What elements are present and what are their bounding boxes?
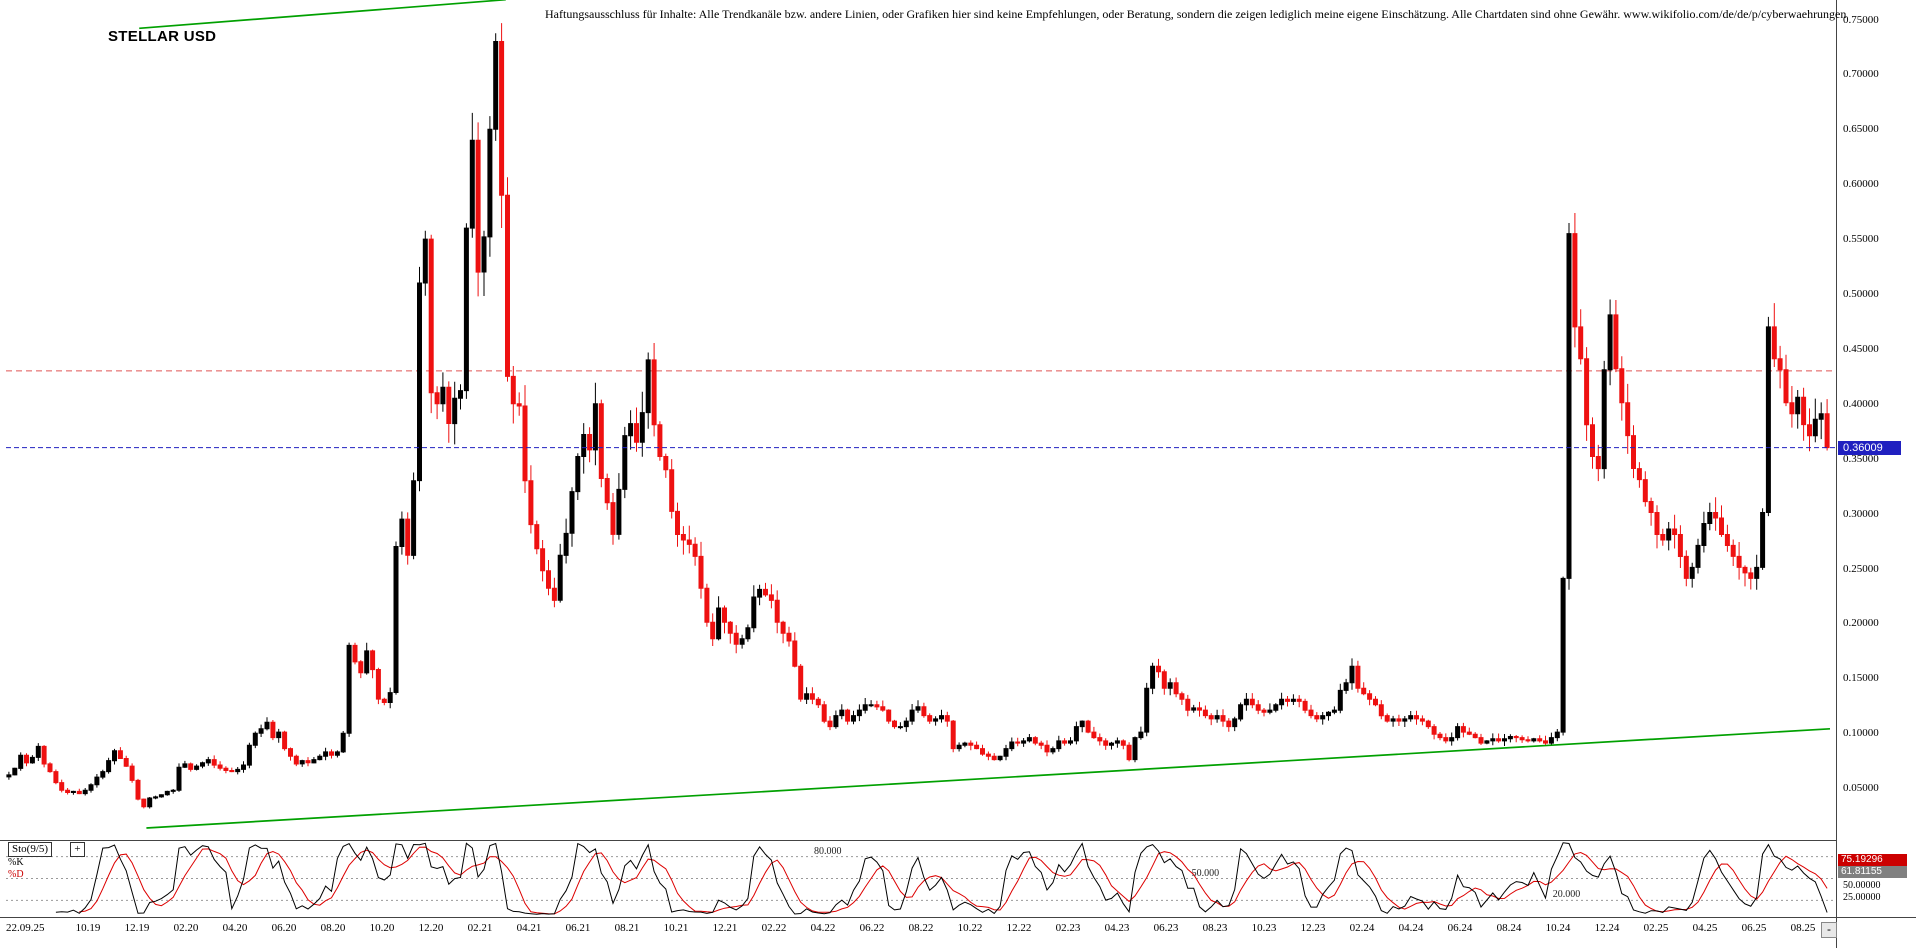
current-price-badge: 0.36009	[1838, 440, 1901, 455]
stochastic-indicator-button[interactable]: Sto(9/5)	[8, 842, 53, 857]
time-axis-label: 06.21	[565, 922, 591, 934]
stochastic-label: Sto(9/5)	[12, 843, 49, 855]
time-axis-label: 08.23	[1202, 922, 1228, 934]
price-axis-label: 0.45000	[1843, 342, 1879, 355]
time-axis-label: 06.20	[271, 922, 297, 934]
price-axis-label: 0.55000	[1843, 233, 1879, 246]
price-axis-label: 0.25000	[1843, 562, 1879, 575]
time-axis-label: 02.25	[1643, 922, 1669, 934]
price-axis-label: 0.15000	[1843, 672, 1879, 685]
price-axis-label: 0.10000	[1843, 727, 1879, 740]
stochastic-k-value-badge: 75.19296	[1838, 854, 1907, 867]
stochastic-level-label: 50.000	[1191, 867, 1220, 879]
price-axis-label: 0.05000	[1843, 782, 1879, 795]
time-axis-label: 10.19	[75, 922, 101, 934]
time-axis-label: 06.25	[1741, 922, 1767, 934]
stochastic-axis-label: 25.00000	[1843, 891, 1881, 903]
time-axis-label: 04.22	[810, 922, 836, 934]
time-axis-label: 12.24	[1594, 922, 1620, 934]
disclaimer-text: Haftungsausschluss für Inhalte: Alle Tre…	[545, 7, 1847, 21]
time-axis-label: 12.23	[1300, 922, 1326, 934]
time-axis-label: 06.24	[1447, 922, 1473, 934]
time-axis-label: 08.22	[908, 922, 934, 934]
time-axis-label: 04.20	[222, 922, 248, 934]
stochastic-level-label: 80.000	[814, 845, 842, 857]
price-axis-label: 0.40000	[1843, 397, 1879, 410]
time-axis-label: 02.22	[761, 922, 787, 934]
stochastic-d-value-badge: 61.81155	[1838, 866, 1907, 879]
price-axis-label: 0.30000	[1843, 507, 1879, 520]
stochastic-k-label: %K	[8, 857, 24, 868]
price-axis-label: 0.60000	[1843, 178, 1879, 191]
time-axis-label: 08.20	[320, 922, 346, 934]
time-axis-label: 10.23	[1251, 922, 1277, 934]
stochastic-axis-label: 50.00000	[1843, 880, 1881, 891]
price-axis-label: 0.20000	[1843, 617, 1879, 630]
trendlines[interactable]	[139, 0, 1831, 829]
time-axis-label: 04.24	[1398, 922, 1424, 934]
time-axis-label: 02.24	[1349, 922, 1375, 934]
scrollbar-collapse-button[interactable]: -	[1821, 922, 1837, 938]
time-axis-label: 04.23	[1104, 922, 1130, 934]
price-axis-label: 0.70000	[1843, 68, 1879, 81]
time-axis-label: 12.21	[712, 922, 738, 934]
time-axis-label: 10.21	[663, 922, 689, 934]
time-axis-label: 12.22	[1006, 922, 1032, 934]
time-axis-label: 08.24	[1496, 922, 1522, 934]
time-axis-label: 02.23	[1055, 922, 1081, 934]
time-axis-label: 06.22	[859, 922, 885, 934]
time-axis-label: 08.25	[1790, 922, 1816, 934]
time-axis-label: 12.19	[124, 922, 150, 934]
time-axis-label: 02.20	[173, 922, 199, 934]
time-axis-label: 10.24	[1545, 922, 1571, 934]
axis-start-date-label: 22.09.25	[6, 922, 45, 934]
time-axis-label: 12.20	[418, 922, 444, 934]
stochastic-k-line	[55, 842, 1828, 915]
stochastic-d-label: %D	[8, 869, 24, 880]
price-axis-label: 0.75000	[1843, 13, 1879, 26]
chart-title: STELLAR USD	[108, 28, 217, 45]
time-axis-label: 08.21	[614, 922, 640, 934]
time-axis-label: 06.23	[1153, 922, 1179, 934]
time-axis-label: 04.21	[516, 922, 542, 934]
price-axis-label: 0.50000	[1843, 288, 1879, 300]
price-axis-label: 0.35000	[1843, 452, 1879, 465]
price-axis-label: 0.65000	[1843, 123, 1879, 136]
indicator-add-button[interactable]: +	[70, 842, 85, 857]
candlesticks	[6, 23, 1830, 809]
stochastic-d-line	[79, 846, 1828, 915]
time-axis-label: 10.20	[369, 922, 395, 934]
time-axis[interactable]: 22.09.25 10.19 12.19 02.20 04.20 06.20 08.20 1…	[0, 918, 1916, 948]
time-axis-label: 04.25	[1692, 922, 1718, 934]
stochastic-level-label: 20.000	[1552, 889, 1581, 901]
time-axis-label: 10.22	[957, 922, 983, 934]
time-axis-label: 02.21	[467, 922, 493, 934]
